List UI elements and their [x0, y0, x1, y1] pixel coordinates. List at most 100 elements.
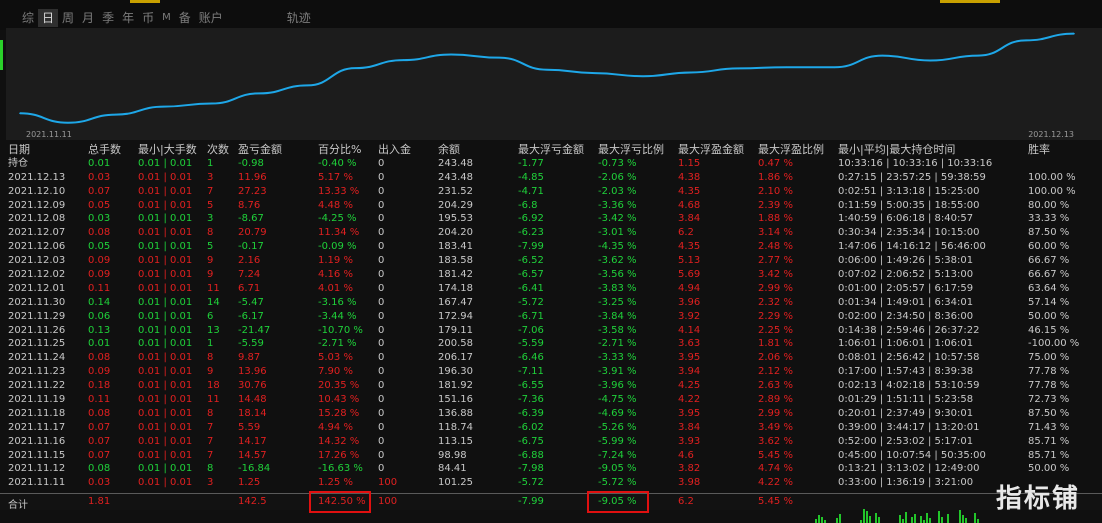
row-max-float-profit-pct: 5.45 %	[758, 449, 793, 461]
header-total-lots[interactable]: 总手数	[88, 143, 121, 156]
row-hold-time: 0:01:34 | 1:49:01 | 6:34:01	[838, 296, 974, 308]
table-row[interactable]: 2021.12.06 0.05 0.01 | 0.01 5 -0.17 -0.09 % 0 1…	[0, 240, 1102, 254]
header-max-float-loss[interactable]: 最大浮亏金额	[518, 143, 584, 156]
table-row[interactable]: 2021.11.12 0.08 0.01 | 0.01 8 -16.84 -16.63 %…	[0, 462, 1102, 476]
equity-point	[210, 102, 213, 105]
row-hold-time: 0:20:01 | 2:37:49 | 9:30:01	[838, 407, 974, 419]
table-row[interactable]: 2021.12.01 0.11 0.01 | 0.01 11 6.71 4.01 % 0 17…	[0, 282, 1102, 296]
equity-point	[737, 67, 740, 70]
row-percent: 4.94 %	[318, 421, 353, 433]
tab-day[interactable]: 日	[38, 9, 59, 27]
row-in-out: 0	[378, 199, 385, 211]
row-max-float-profit-pct: 2.63 %	[758, 380, 793, 392]
row-max-float-profit: 3.93	[678, 435, 701, 447]
row-win-rate: 75.00 %	[1028, 352, 1070, 364]
header-pnl[interactable]: 盈亏金额	[238, 143, 282, 156]
header-hold-time[interactable]: 最小|平均|最大持仓时间	[838, 143, 956, 156]
table-row[interactable]: 2021.12.09 0.05 0.01 | 0.01 5 8.76 4.48 % 0 204…	[0, 199, 1102, 213]
holding-min-max-lots: 0.01 | 0.01	[138, 157, 193, 169]
header-count[interactable]: 次数	[207, 143, 229, 156]
row-max-float-loss-pct: -3.25 %	[598, 296, 637, 308]
equity-point	[19, 112, 21, 115]
table-row[interactable]: 2021.12.08 0.03 0.01 | 0.01 3 -8.67 -4.25 % 0 1…	[0, 212, 1102, 226]
row-max-float-loss-pct: -3.56 %	[598, 269, 637, 281]
total-max-float-profit-pct: 5.45 %	[758, 496, 793, 507]
holding-row[interactable]: 持仓 0.01 0.01 | 0.01 1 -0.98 -0.40 % 0 24…	[0, 157, 1102, 171]
table-row[interactable]: 2021.12.07 0.08 0.01 | 0.01 8 20.79 11.34 % 0 2…	[0, 226, 1102, 240]
total-max-float-loss-pct: -9.05 %	[598, 496, 637, 507]
row-win-rate: 72.73 %	[1028, 394, 1070, 406]
header-in-out[interactable]: 出入金	[378, 143, 411, 156]
header-date[interactable]: 日期	[8, 143, 30, 156]
row-hold-time: 0:52:00 | 2:53:02 | 5:17:01	[838, 435, 974, 447]
table-row[interactable]: 2021.11.30 0.14 0.01 | 0.01 14 -5.47 -3.16 % 0…	[0, 296, 1102, 310]
row-total-lots: 0.03	[88, 171, 111, 183]
row-balance: 167.47	[438, 296, 473, 308]
table-row[interactable]: 2021.12.13 0.03 0.01 | 0.01 3 11.96 5.17 % 0 24…	[0, 171, 1102, 185]
tab-track[interactable]: 轨迹	[286, 11, 311, 25]
total-percent: 142.50 %	[318, 496, 366, 507]
table-row[interactable]: 2021.12.03 0.09 0.01 | 0.01 9 2.16 1.19 % 0 183…	[0, 254, 1102, 268]
table-row[interactable]: 2021.11.26 0.13 0.01 | 0.01 13 -21.47 -10.70 …	[0, 324, 1102, 338]
tab-currency[interactable]: 币	[142, 11, 155, 25]
row-date: 2021.11.16	[8, 435, 66, 447]
table-row[interactable]: 2021.11.11 0.03 0.01 | 0.01 3 1.25 1.25 % 100 1…	[0, 476, 1102, 490]
table-row[interactable]: 2021.11.15 0.07 0.01 | 0.01 7 14.57 17.26 % 0 9…	[0, 449, 1102, 463]
row-max-float-loss: -6.02	[518, 421, 544, 433]
row-min-max-lots: 0.01 | 0.01	[138, 366, 193, 378]
row-max-float-profit: 4.94	[678, 282, 701, 294]
row-max-float-loss: -6.39	[518, 407, 544, 419]
tab-summary[interactable]: 综	[22, 11, 35, 25]
holding-total-lots: 0.01	[88, 157, 111, 169]
row-pnl: 14.48	[238, 394, 267, 406]
header-win-rate[interactable]: 胜率	[1028, 143, 1050, 156]
tab-month[interactable]: 月	[82, 11, 95, 25]
tab-m[interactable]: M	[162, 12, 171, 23]
header-max-float-profit-pct[interactable]: 最大浮盈比例	[758, 143, 824, 156]
tab-year[interactable]: 年	[122, 11, 135, 25]
holding-count: 1	[207, 157, 214, 169]
row-total-lots: 0.09	[88, 269, 111, 281]
equity-point	[785, 66, 788, 68]
table-row[interactable]: 2021.11.19 0.11 0.01 | 0.01 11 14.48 10.43 % 0…	[0, 393, 1102, 407]
row-total-lots: 0.06	[88, 310, 111, 322]
table-row[interactable]: 2021.12.10 0.07 0.01 | 0.01 7 27.23 13.33 % 0 2…	[0, 185, 1102, 199]
row-max-float-loss-pct: -3.33 %	[598, 352, 637, 364]
header-percent[interactable]: 百分比%	[318, 143, 362, 156]
row-max-float-loss: -6.57	[518, 269, 544, 281]
row-balance: 181.92	[438, 380, 473, 392]
header-balance[interactable]: 余额	[438, 143, 460, 156]
row-count: 9	[207, 269, 214, 281]
tab-account[interactable]: 账户	[198, 11, 223, 25]
row-total-lots: 0.05	[88, 199, 111, 211]
table-row[interactable]: 2021.11.16 0.07 0.01 | 0.01 7 14.17 14.32 % 0 1…	[0, 435, 1102, 449]
tab-week[interactable]: 周	[62, 11, 75, 25]
row-date: 2021.11.15	[8, 449, 66, 461]
row-max-float-profit: 3.94	[678, 366, 701, 378]
tab-note[interactable]: 备	[178, 11, 191, 25]
header-min-max-lots[interactable]: 最小|大手数	[138, 143, 197, 156]
row-pnl: 13.96	[238, 366, 267, 378]
header-max-float-loss-pct[interactable]: 最大浮亏比例	[598, 143, 664, 156]
row-in-out: 0	[378, 449, 385, 461]
equity-point	[450, 53, 452, 56]
row-win-rate: -100.00 %	[1028, 338, 1080, 350]
table-row[interactable]: 2021.11.23 0.09 0.01 | 0.01 9 13.96 7.90 % 0 19…	[0, 365, 1102, 379]
table-row[interactable]: 2021.11.18 0.08 0.01 | 0.01 8 18.14 15.28 % 0 1…	[0, 407, 1102, 421]
header-max-float-profit[interactable]: 最大浮盈金额	[678, 143, 744, 156]
table-row[interactable]: 2021.11.29 0.06 0.01 | 0.01 6 -6.17 -3.44 % 0 1…	[0, 310, 1102, 324]
row-date: 2021.11.29	[8, 310, 66, 322]
volume-bar	[965, 518, 967, 523]
table-row[interactable]: 2021.11.25 0.01 0.01 | 0.01 1 -5.59 -2.71 % 0 2…	[0, 337, 1102, 351]
row-win-rate: 80.00 %	[1028, 199, 1070, 211]
volume-bar	[959, 510, 961, 523]
volume-bar	[905, 512, 907, 523]
row-date: 2021.12.01	[8, 282, 66, 294]
total-row[interactable]: 合计 1.81 142.5 142.50 % 100 -7.99 -9.05 %…	[0, 493, 1102, 511]
table-row[interactable]: 2021.11.24 0.08 0.01 | 0.01 8 9.87 5.03 % 0 206…	[0, 351, 1102, 365]
table-row[interactable]: 2021.11.22 0.18 0.01 | 0.01 18 30.76 20.35 % 0…	[0, 379, 1102, 393]
table-row[interactable]: 2021.11.17 0.07 0.01 | 0.01 7 5.59 4.94 % 0 118…	[0, 421, 1102, 435]
row-max-float-loss: -5.72	[518, 477, 544, 489]
table-row[interactable]: 2021.12.02 0.09 0.01 | 0.01 9 7.24 4.16 % 0 181…	[0, 268, 1102, 282]
tab-quarter[interactable]: 季	[102, 11, 115, 25]
